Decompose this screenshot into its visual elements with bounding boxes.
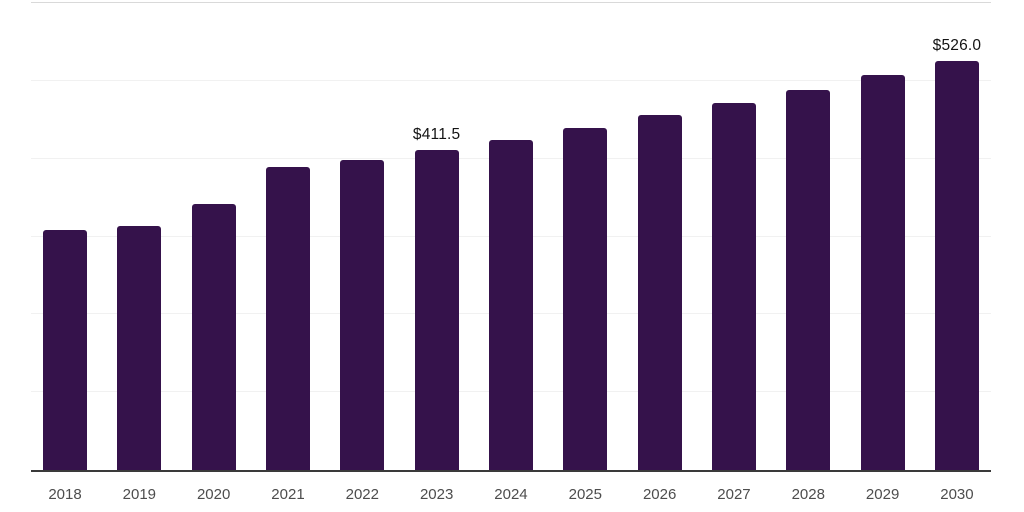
x-tick-label-2028: 2028 (791, 486, 825, 503)
bar-2025[interactable] (563, 127, 608, 470)
bar-2030[interactable]: $526.0 (933, 37, 981, 470)
bar-2018[interactable] (43, 229, 87, 470)
bar-group-2029: 2029 (860, 3, 905, 503)
value-label-2023: $411.5 (412, 125, 461, 143)
bar-2020[interactable] (191, 203, 236, 470)
bar-group-2019: 2019 (117, 3, 162, 503)
x-tick-label-2019: 2019 (122, 486, 157, 503)
x-tick-label-2026: 2026 (642, 486, 677, 503)
bar-2027[interactable] (711, 103, 756, 470)
x-tick-label-2027: 2027 (717, 486, 751, 503)
bar-group-2022: 2022 (340, 3, 385, 503)
bar-group-2028: 2028 (786, 3, 831, 503)
plot-area: 2018 2019 2020 2021 2022 $411.5 2023 2024 2025 20… (31, 2, 991, 503)
bar-2024[interactable] (488, 140, 533, 470)
bar-group-2027: 2027 (711, 3, 756, 503)
bar-group-2018: 2018 (43, 3, 87, 503)
bar-group-2026: 2026 (637, 3, 682, 503)
x-tick-label-2030: 2030 (940, 486, 974, 503)
bar-2023[interactable]: $411.5 (413, 126, 460, 470)
x-tick-label-2024: 2024 (494, 486, 528, 503)
bar-group-2021: 2021 (265, 3, 310, 503)
bar-group-2020: 2020 (191, 3, 236, 503)
bar-2022[interactable] (340, 160, 385, 470)
x-tick-label-2029: 2029 (865, 486, 900, 503)
bar-group-2030: $526.0 2030 (933, 3, 981, 503)
bar-group-2024: 2024 (488, 3, 533, 503)
bar-2021[interactable] (265, 167, 310, 470)
x-tick-label-2025: 2025 (568, 486, 602, 503)
bar-2019[interactable] (117, 226, 162, 470)
x-tick-label-2023: 2023 (419, 486, 454, 503)
x-tick-label-2021: 2021 (271, 486, 305, 503)
bar-2026[interactable] (637, 115, 682, 470)
value-label-2030: $526.0 (932, 36, 982, 54)
bar-2028[interactable] (786, 90, 831, 470)
x-tick-label-2018: 2018 (48, 486, 82, 503)
x-tick-label-2020: 2020 (196, 486, 231, 503)
bars-row: 2018 2019 2020 2021 2022 $411.5 2023 2024 2025 20… (31, 3, 991, 503)
bar-2029[interactable] (860, 74, 905, 470)
bar-group-2023: $411.5 2023 (413, 3, 460, 503)
bar-group-2025: 2025 (563, 3, 608, 503)
x-tick-label-2022: 2022 (345, 486, 379, 503)
